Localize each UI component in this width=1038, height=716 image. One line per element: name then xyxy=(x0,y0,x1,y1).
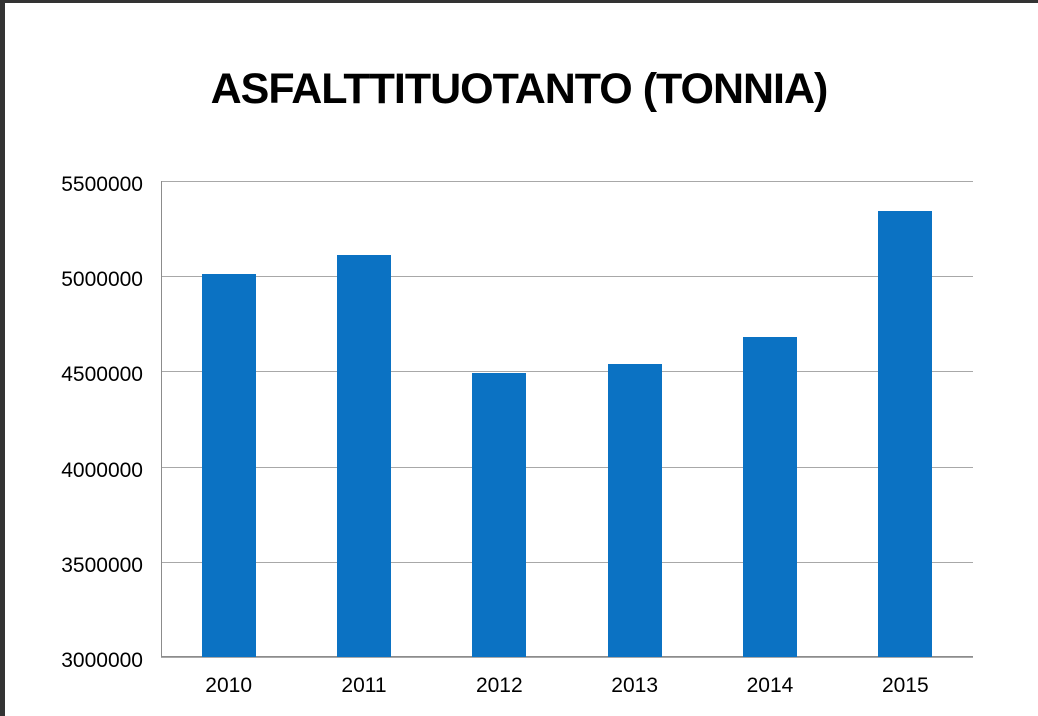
x-axis-line xyxy=(161,656,973,657)
gridline xyxy=(161,276,973,278)
gridline xyxy=(161,561,973,563)
y-tick-label: 5000000 xyxy=(61,268,143,292)
gridline xyxy=(161,181,973,182)
bar-2011 xyxy=(337,255,391,657)
y-tick-label: 3000000 xyxy=(61,649,143,672)
y-axis-line xyxy=(161,181,162,657)
chart-title: ASFALTTITUOTANTO (TONNIA) xyxy=(210,65,829,113)
x-tick-label: 2013 xyxy=(611,674,659,697)
x-tick-label: 2014 xyxy=(746,674,794,697)
bar-2015 xyxy=(878,211,933,657)
gridline xyxy=(161,466,973,468)
y-tick-label: 3500000 xyxy=(61,553,143,577)
bar-2010 xyxy=(201,274,256,657)
gridline xyxy=(161,657,973,658)
bar-2013 xyxy=(607,363,662,657)
x-tick-label: 2010 xyxy=(205,674,253,697)
x-tick-label: 2012 xyxy=(475,674,523,697)
bar-2012 xyxy=(472,373,527,657)
gridline xyxy=(161,371,973,373)
x-tick-label: 2011 xyxy=(341,674,387,697)
plot-area xyxy=(161,181,973,658)
y-tick-label: 5500000 xyxy=(61,173,143,196)
x-tick-label: 2015 xyxy=(881,674,929,697)
y-tick-label: 4500000 xyxy=(61,363,143,387)
bar-2014 xyxy=(743,337,797,657)
y-tick-label: 4000000 xyxy=(61,458,143,482)
